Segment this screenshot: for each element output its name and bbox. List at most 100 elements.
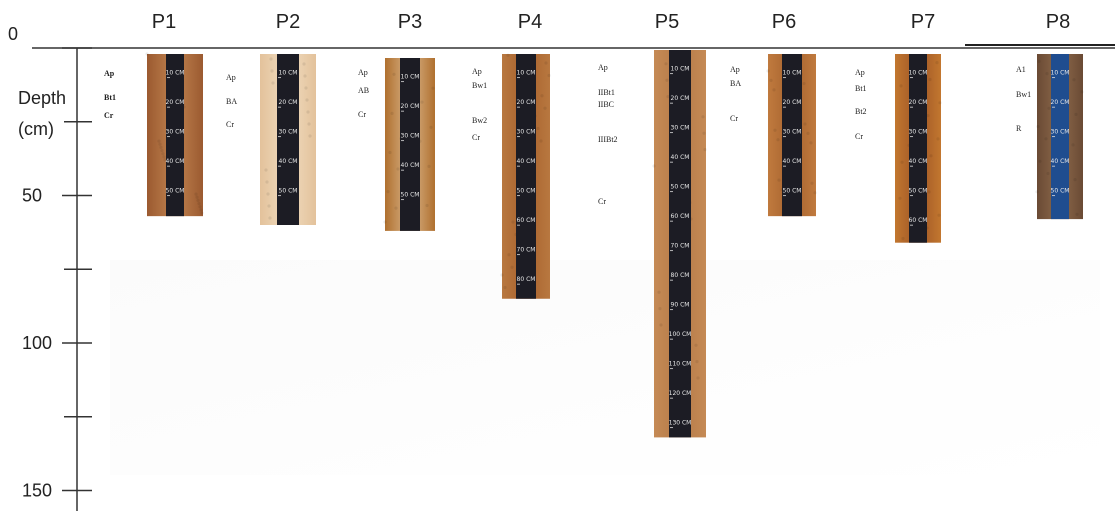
- tape-label: 60 CM: [909, 217, 928, 224]
- soil-texture-speck: [427, 164, 431, 168]
- soil-texture-speck: [802, 81, 806, 86]
- tape-label: 50 CM: [1051, 188, 1070, 195]
- depth-tick-label: 150: [22, 481, 52, 501]
- tape-label: 40 CM: [279, 158, 298, 165]
- horizon-label: Ap: [730, 65, 740, 74]
- soil-texture-speck: [540, 94, 544, 98]
- soil-texture-speck: [305, 98, 309, 102]
- soil-texture-speck: [197, 201, 201, 206]
- soil-texture-speck: [306, 110, 310, 114]
- measuring-tape: [166, 54, 184, 217]
- tape-label: 110 CM: [669, 361, 692, 368]
- soil-texture-speck: [506, 53, 510, 57]
- tape-label: 20 CM: [909, 99, 928, 106]
- tape-label: 20 CM: [517, 99, 536, 106]
- tape-label: 40 CM: [1051, 158, 1070, 165]
- profiles-group: P1 10 CM 20 CM 30 CM 40 CM 50 CM Ap Bt1 Cr P2 10 C…: [104, 11, 1084, 438]
- profile-p2: P2 10 CM 20 CM 30 CM 40 CM 50 CM Ap BA Cr: [226, 11, 316, 225]
- tape-label: 20 CM: [783, 99, 802, 106]
- tape-label: 50 CM: [783, 188, 802, 195]
- soil-texture-speck: [666, 95, 670, 99]
- soil-texture-speck: [510, 265, 514, 269]
- soil-texture-speck: [665, 78, 669, 82]
- tape-label: 30 CM: [671, 125, 690, 132]
- soil-texture-speck: [658, 307, 662, 311]
- soil-texture-speck: [936, 137, 940, 141]
- horizon-label: Bt1: [855, 84, 867, 93]
- tape-label: 30 CM: [1051, 129, 1070, 136]
- profile-title: P3: [398, 11, 422, 33]
- soil-texture-speck: [1075, 212, 1079, 216]
- measuring-tape: [1051, 54, 1069, 220]
- faded-background: [110, 260, 1100, 475]
- tape-label: 80 CM: [671, 272, 690, 279]
- soil-texture-speck: [703, 148, 707, 152]
- horizon-label: Cr: [730, 114, 738, 123]
- horizon-label: Bt2: [855, 107, 867, 116]
- soil-texture-speck: [694, 343, 698, 347]
- horizon-label: Ap: [104, 69, 115, 78]
- tape-label: 60 CM: [671, 213, 690, 220]
- tape-label: 40 CM: [401, 162, 420, 169]
- soil-texture-speck: [1073, 178, 1077, 182]
- tape-label: 10 CM: [166, 70, 185, 77]
- soil-texture-speck: [1072, 78, 1076, 82]
- horizon-label: Ap: [598, 63, 608, 72]
- soil-texture-speck: [1071, 143, 1075, 147]
- tape-label: 40 CM: [909, 158, 928, 165]
- soil-texture-speck: [199, 208, 203, 212]
- soil-texture-speck: [1036, 125, 1040, 129]
- soil-texture-speck: [431, 86, 435, 90]
- soil-texture-speck: [145, 52, 149, 56]
- depth-axis-label-line1: Depth: [18, 88, 66, 108]
- horizon-label: AB: [358, 86, 369, 95]
- tape-label: 50 CM: [909, 188, 928, 195]
- soil-texture-speck: [507, 253, 511, 257]
- horizon-label: Bw1: [472, 81, 487, 90]
- tape-label: 40 CM: [671, 154, 690, 161]
- soil-texture-speck: [396, 167, 400, 171]
- tape-label: 90 CM: [671, 302, 690, 309]
- soil-texture-speck: [547, 73, 551, 78]
- soil-texture-speck: [308, 134, 312, 138]
- depth-axis-ticks: 0 50 100 150: [8, 24, 92, 501]
- tape-label: 50 CM: [401, 192, 420, 199]
- profile-p7: P7 10 CM 20 CM 30 CM 40 CM 50 CM 60 CM Ap Bt1 Bt2…: [855, 11, 942, 243]
- soil-texture-speck: [652, 164, 656, 168]
- soil-texture-speck: [264, 168, 268, 172]
- soil-texture-speck: [386, 190, 390, 194]
- soil-texture-speck: [1080, 90, 1084, 94]
- soil-texture-speck: [268, 216, 272, 220]
- horizon-label: Ap: [855, 68, 865, 77]
- soil-texture-speck: [194, 192, 198, 196]
- profile-title: P4: [518, 11, 542, 33]
- soil-texture-speck: [536, 126, 540, 131]
- soil-texture-speck: [307, 122, 311, 126]
- tape-label: 30 CM: [909, 129, 928, 136]
- depth-tick-label: 0: [8, 24, 18, 44]
- tape-label: 50 CM: [279, 188, 298, 195]
- soil-texture-speck: [383, 220, 387, 224]
- profile-title: P1: [152, 11, 176, 33]
- depth-tick-label: 50: [22, 186, 42, 206]
- tape-label: 100 CM: [669, 331, 692, 338]
- soil-texture-speck: [766, 69, 770, 73]
- horizon-label: BA: [226, 97, 237, 106]
- tape-label: 20 CM: [1051, 99, 1070, 106]
- tape-label: 20 CM: [401, 103, 420, 110]
- soil-texture-speck: [777, 178, 781, 182]
- horizon-label: Ap: [358, 68, 368, 77]
- tape-label: 130 CM: [669, 420, 692, 427]
- soil-texture-speck: [1045, 72, 1049, 76]
- horizon-label: Bt1: [104, 93, 116, 102]
- profile-p4: P4 10 CM 20 CM 30 CM 40 CM 50 CM 60 CM 70 CM 80 …: [472, 11, 551, 299]
- profile-p3: P3 10 CM 20 CM 30 CM 40 CM 50 CM Ap AB Cr: [358, 11, 435, 231]
- tape-label: 70 CM: [517, 247, 536, 254]
- soil-texture-speck: [898, 196, 902, 200]
- horizon-label: R: [1016, 124, 1022, 133]
- soil-texture-speck: [160, 148, 164, 153]
- soil-texture-speck: [429, 125, 433, 129]
- tape-label: 10 CM: [517, 70, 536, 77]
- soil-texture-speck: [271, 81, 275, 85]
- soil-texture-speck: [806, 131, 810, 135]
